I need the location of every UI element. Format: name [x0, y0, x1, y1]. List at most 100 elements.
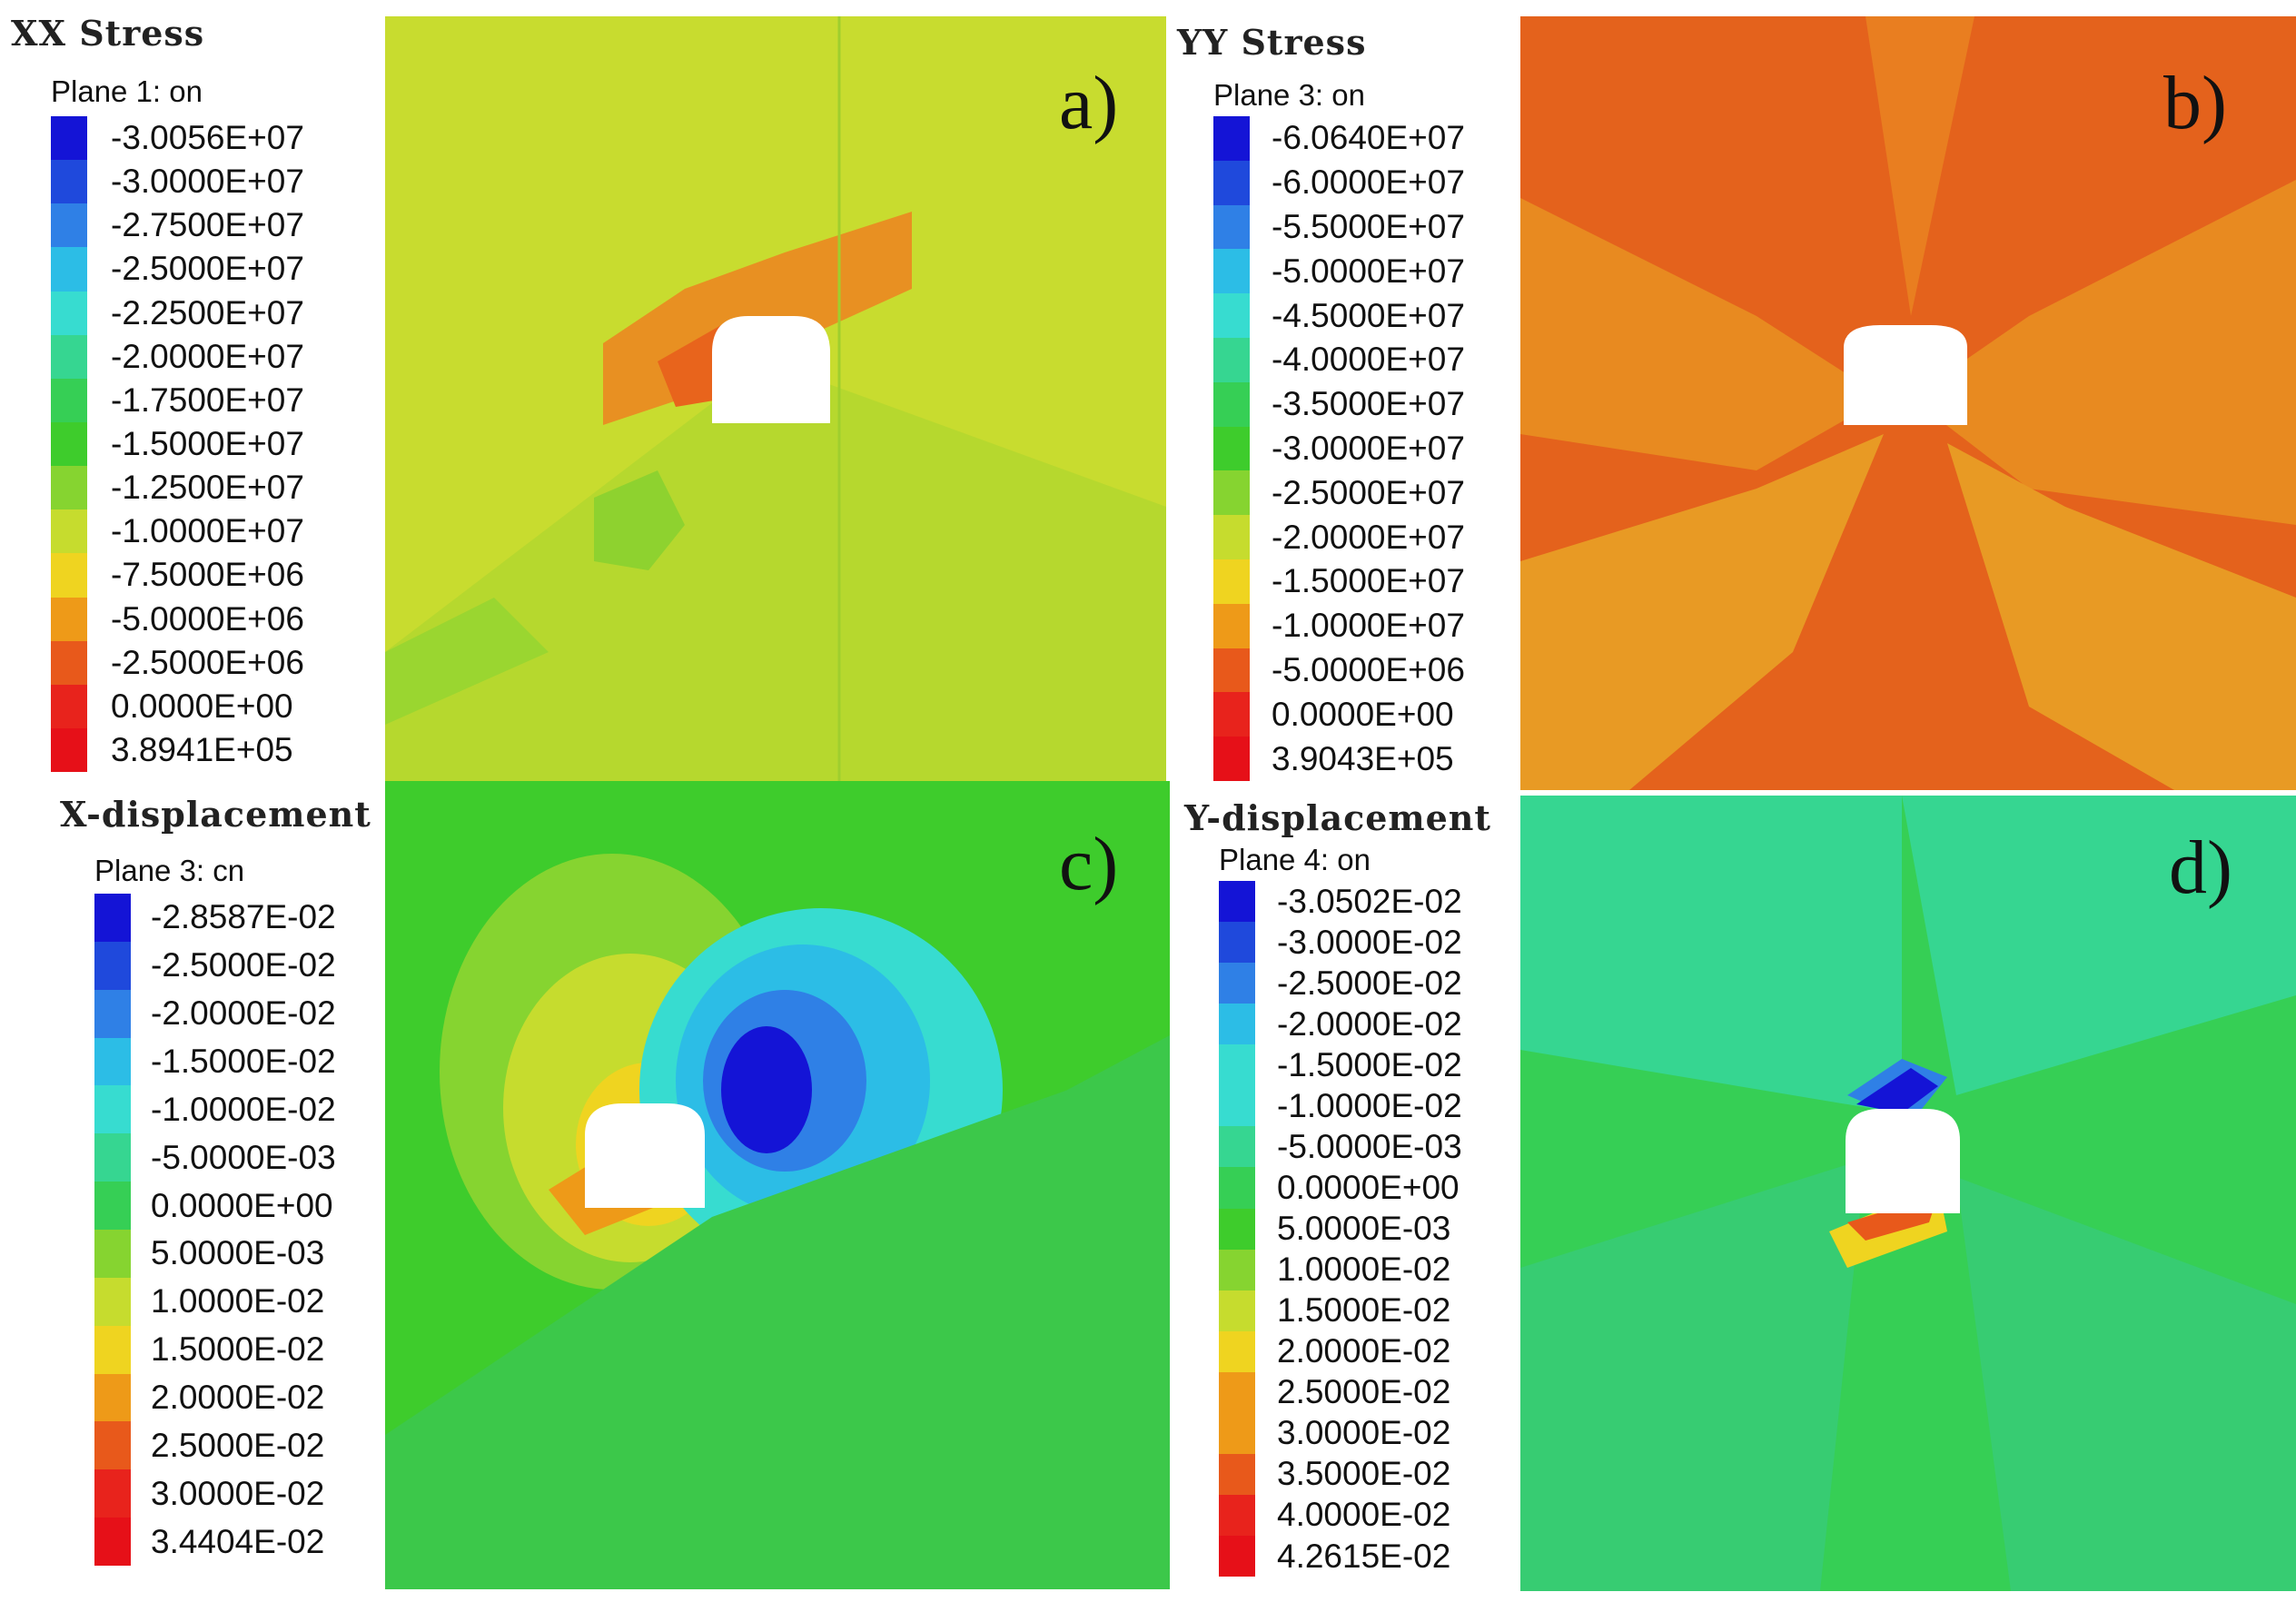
- colorbar-label: -1.7500E+07: [111, 381, 304, 419]
- colorbar-label: 1.0000E-02: [151, 1282, 325, 1320]
- colorbar-swatch: [94, 1037, 131, 1086]
- colorbar-label: -2.2500E+07: [111, 293, 304, 331]
- panel-title: X-displacement: [60, 794, 371, 835]
- colorbar-swatch: [51, 116, 87, 161]
- plane-label: Plane 4: on: [1219, 843, 1371, 876]
- colorbar-swatch: [1213, 116, 1250, 161]
- colorbar-swatch: [1219, 1290, 1255, 1331]
- colorbar-swatch: [1219, 1208, 1255, 1250]
- colorbar-swatch: [94, 1518, 131, 1567]
- colorbar-label: 3.9043E+05: [1272, 739, 1454, 777]
- colorbar-swatch: [94, 1373, 131, 1422]
- colorbar-label: -6.0000E+07: [1272, 163, 1465, 202]
- colorbar: [1219, 881, 1255, 1577]
- colorbar-label: 0.0000E+00: [1272, 695, 1454, 733]
- colorbar: [1213, 116, 1250, 781]
- panel-yy-stress: YY Stress Plane 3: on -6.0640E+07 -6.0000…: [1166, 0, 2296, 790]
- colorbar-labels: -3.0056E+07 -3.0000E+07 -2.7500E+07 -2.5000…: [111, 116, 304, 772]
- panel-xx-stress: XX Stress Plane 1: on -3.0056E+07 -3.0000…: [0, 0, 1166, 781]
- plane-label: Plane 3: on: [1213, 78, 1365, 112]
- panel-tag: b): [2163, 61, 2227, 145]
- colorbar-label: -2.0000E+07: [1272, 518, 1465, 556]
- colorbar-swatch: [1213, 470, 1250, 516]
- contour-band: [1866, 16, 1974, 316]
- colorbar-swatch: [1213, 515, 1250, 559]
- colorbar-label: -1.5000E+07: [1272, 562, 1465, 600]
- colorbar-label: 2.0000E-02: [1277, 1332, 1451, 1370]
- contour-band: [1520, 434, 1884, 790]
- colorbar-swatch: [1213, 204, 1250, 250]
- colorbar-label: -5.0000E+06: [1272, 650, 1465, 688]
- colorbar-label: -1.0000E-02: [1277, 1086, 1462, 1124]
- colorbar-swatch: [51, 727, 87, 773]
- colorbar-label: 3.4404E-02: [151, 1522, 325, 1560]
- colorbar-label: -3.0000E+07: [1272, 429, 1465, 467]
- colorbar-swatch: [1213, 160, 1250, 205]
- colorbar-label: 5.0000E-03: [151, 1234, 325, 1272]
- colorbar-labels: -3.0502E-02 -3.0000E-02 -2.5000E-02 -2.0000…: [1277, 881, 1462, 1577]
- panel-title: XX Stress: [11, 13, 205, 54]
- panel-y-displacement: Y-displacement Plane 4: on -3.0502E-02 -3…: [1172, 790, 2296, 1602]
- colorbar-label: -3.0502E-02: [1277, 882, 1462, 920]
- colorbar-label: -3.0056E+07: [111, 119, 304, 157]
- panel-title: YY Stress: [1177, 22, 1367, 63]
- panel-tag: c): [1059, 822, 1119, 906]
- colorbar-swatch: [1219, 1412, 1255, 1454]
- colorbar-swatch: [1213, 737, 1250, 781]
- contour-band: [1947, 443, 2296, 790]
- colorbar-swatch: [94, 894, 131, 942]
- colorbar-label: 3.8941E+05: [111, 731, 293, 769]
- colorbar-labels: -6.0640E+07 -6.0000E+07 -5.5000E+07 -5.0000…: [1272, 116, 1465, 781]
- colorbar-label: 0.0000E+00: [151, 1186, 333, 1224]
- colorbar-swatch: [94, 941, 131, 990]
- contour-band: [594, 470, 685, 570]
- colorbar-swatch: [51, 421, 87, 467]
- colorbar-swatch: [1213, 381, 1250, 427]
- colorbar-swatch: [1219, 1044, 1255, 1086]
- colorbar-label: 4.2615E-02: [1277, 1537, 1451, 1575]
- contour-band: [1856, 1068, 1938, 1113]
- colorbar-swatch: [94, 1469, 131, 1518]
- panel-x-displacement: X-displacement Plane 3: cn -2.8587E-02 -2…: [0, 781, 1172, 1602]
- colorbar-swatch: [94, 1325, 131, 1374]
- colorbar-swatch: [1213, 293, 1250, 338]
- colorbar-label: 2.5000E-02: [151, 1426, 325, 1464]
- colorbar-label: -2.5000E-02: [151, 946, 336, 984]
- colorbar: [51, 116, 87, 773]
- colorbar-label: -1.0000E-02: [151, 1090, 336, 1128]
- contour-map: [385, 16, 1166, 781]
- colorbar-label: -5.0000E+06: [111, 599, 304, 638]
- colorbar-swatch: [1213, 337, 1250, 382]
- colorbar-label: -4.5000E+07: [1272, 296, 1465, 334]
- colorbar-swatch: [1219, 1085, 1255, 1127]
- colorbar-swatch: [1219, 1167, 1255, 1209]
- colorbar-label: 2.0000E-02: [151, 1379, 325, 1417]
- colorbar-label: 3.0000E-02: [151, 1474, 325, 1512]
- colorbar-label: -1.0000E+07: [1272, 607, 1465, 645]
- colorbar-swatch: [1219, 922, 1255, 964]
- colorbar-swatch: [1219, 1536, 1255, 1577]
- colorbar-label: -2.5000E+06: [111, 643, 304, 681]
- contour-band: [1520, 796, 1902, 1113]
- colorbar-swatch: [51, 597, 87, 641]
- colorbar-label: -3.0000E+07: [111, 163, 304, 201]
- colorbar-swatch: [1213, 692, 1250, 737]
- colorbar-label: 0.0000E+00: [111, 687, 293, 725]
- colorbar-swatch: [1213, 426, 1250, 471]
- colorbar-swatch: [1219, 1249, 1255, 1290]
- contour-band: [385, 598, 549, 725]
- colorbar-swatch: [1213, 249, 1250, 294]
- colorbar-swatch: [51, 684, 87, 728]
- contour-band: [1902, 796, 2296, 1095]
- colorbar-label: 3.0000E-02: [1277, 1414, 1451, 1452]
- colorbar-label: -1.5000E+07: [111, 425, 304, 463]
- colorbar-label: -4.0000E+07: [1272, 341, 1465, 379]
- plane-label: Plane 1: on: [51, 74, 203, 108]
- panel-tag: d): [2169, 826, 2232, 910]
- colorbar-label: 5.0000E-03: [1277, 1210, 1451, 1248]
- colorbar-label: -7.5000E+06: [111, 556, 304, 594]
- colorbar-swatch: [1213, 559, 1250, 604]
- colorbar-label: -1.5000E-02: [151, 1043, 336, 1080]
- panel-tag: a): [1059, 61, 1119, 145]
- colorbar-swatch: [51, 553, 87, 598]
